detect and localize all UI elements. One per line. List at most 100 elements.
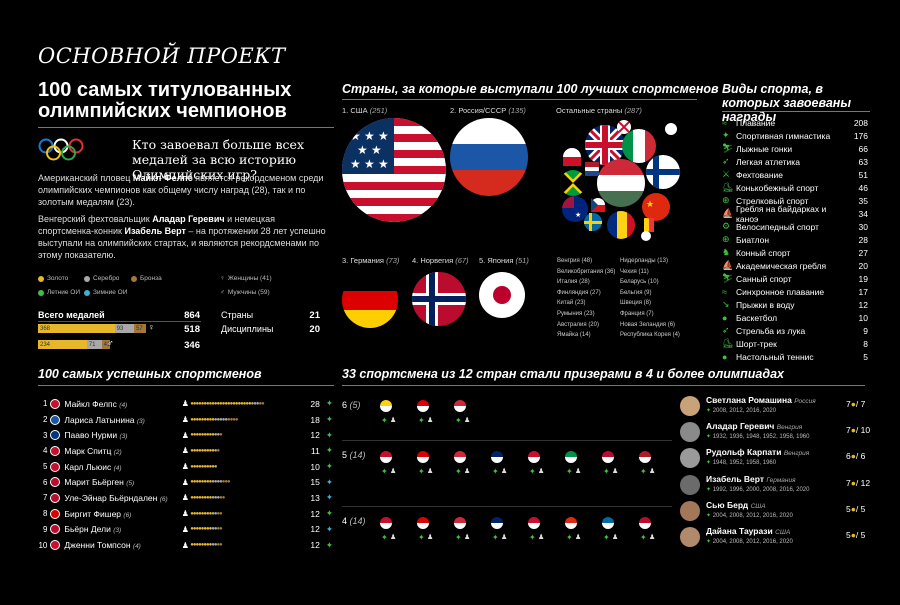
country-flag-icon	[491, 451, 503, 463]
person-icon: ♟	[181, 509, 189, 519]
country-list-item: Великобритания (36)	[557, 268, 616, 275]
athlete-rank: 1	[42, 399, 48, 409]
sport-row: ⛵ Гребля на байдарках и каноэ 34	[722, 204, 868, 224]
country-list-item: Австралия (20)	[557, 321, 599, 328]
gymnastics-icon: ✦	[722, 130, 730, 140]
sport-name: Фехтование	[736, 169, 783, 180]
country-list-item: Китай (23)	[557, 300, 586, 307]
australia-flag-icon: ★	[562, 196, 588, 222]
country-list-item: Ямайка (14)	[557, 332, 591, 339]
card-name: Изабель Верт Германия	[706, 473, 796, 484]
sport-icon: ✦	[455, 416, 462, 425]
athlete-rank: 6	[42, 477, 48, 487]
women-medals-value: 518	[184, 324, 200, 335]
sport-name: Плавание	[736, 117, 776, 128]
gold-medal-icon: ●	[850, 425, 856, 436]
sport-count: 66	[858, 143, 868, 154]
person-icon: ♟	[427, 468, 434, 475]
sport-icon: ✦	[603, 533, 610, 542]
athlete-name: Карл Льюис (4)	[64, 461, 122, 472]
divider	[722, 111, 870, 112]
country-flag-icon	[454, 451, 466, 463]
intro-paragraph-1: Американский пловец Майкл Фелпс является…	[38, 173, 324, 207]
sport-icon: ✦	[706, 460, 712, 467]
country-flag-icon	[639, 451, 651, 463]
medal-count: 12	[310, 524, 320, 535]
country-list-item: Румыния (23)	[557, 310, 595, 317]
card-name: Сью Берд США	[706, 499, 766, 510]
sport-icon: ✦	[529, 467, 536, 476]
countries-label: Страны	[221, 310, 254, 320]
person-icon: ♟	[464, 468, 471, 475]
country-list-item: Финляндия (27)	[557, 289, 601, 296]
sport-row: ⛷ Лыжные гонки 66	[722, 142, 868, 155]
biathlon-icon: ⊕	[722, 234, 730, 244]
person-icon: ♟	[501, 534, 508, 541]
italy-flag-icon	[622, 129, 656, 163]
divider	[342, 440, 672, 441]
card-name: Аладар Геревич Венгрия	[706, 421, 803, 432]
gold-medal-dots: ●●●●●●●●●●	[190, 463, 217, 470]
sport-row: ≈ Плавание 208	[722, 116, 868, 129]
short-track-icon: ⛸	[722, 338, 734, 348]
gold-medal-dots: ●●●●●●●●●●●●●	[190, 494, 225, 501]
sport-count: 208	[853, 117, 868, 128]
athlete-row: 6 Марит Бьёрген (5) ♟ ●●●●●●●●●●●●●●● 15 ✦	[38, 474, 333, 490]
disciplines-label: Дисциплины	[221, 324, 274, 334]
country-list-item: Венгрия (48)	[557, 258, 593, 264]
medal-count: 10	[310, 461, 320, 472]
person-icon: ♟	[181, 493, 189, 503]
person-icon: ♟	[390, 534, 397, 541]
country-flag-icon	[50, 508, 61, 519]
row-4-label: 4 (14)	[342, 516, 366, 526]
medal-bar-men: 234 71 41	[38, 340, 146, 349]
country-flag-icon	[454, 517, 466, 529]
sport-icon: ✦	[381, 533, 388, 542]
synchro-icon: ≈	[722, 286, 727, 297]
countries-value: 21	[309, 310, 320, 321]
athletics-icon: ➶	[722, 156, 730, 166]
woman-icon: ♀	[220, 275, 225, 282]
country-flag-icon	[50, 540, 61, 551]
card-score: 7●/ 7	[846, 399, 866, 409]
sport-name: Легкая атлетика	[736, 156, 800, 167]
other-countries-bubbles: ★ ★	[560, 120, 680, 241]
sport-row: ⛸ Конькобежный спорт 46	[722, 181, 868, 194]
gold-segment: 234	[38, 340, 87, 349]
person-icon: ♟	[181, 430, 189, 440]
card-name: Рудольф Карпати Венгрия	[706, 447, 810, 458]
athlete-card: Сью Берд США ✦ 2004, 2008, 2012, 2016, 20…	[680, 498, 870, 524]
legend-winter: Зимние ОИ	[84, 289, 127, 296]
sport-icon: ✦	[325, 476, 334, 487]
country-list-item: Новая Зеландия (6)	[620, 321, 676, 328]
sport-name: Прыжки в воду	[736, 299, 795, 310]
sport-row: ● Настольный теннис 5	[722, 350, 868, 363]
athlete-card: Дайана Таурази США ✦ 2004, 2008, 2012, 20…	[680, 524, 870, 550]
sport-row: ⚔ Фехтование 51	[722, 168, 868, 181]
country-flag-icon	[50, 398, 61, 409]
avatar	[680, 474, 700, 495]
divider	[38, 321, 201, 322]
gold-medal-icon: ●	[850, 477, 856, 488]
sport-name: Спортивная гимнастика	[736, 130, 831, 141]
sport-count: 51	[858, 169, 868, 180]
svg-text:★: ★	[357, 143, 368, 157]
legend-men: ♂ Мужчины (59)	[220, 289, 270, 296]
person-icon: ♟	[649, 534, 656, 541]
legend-women: ♀ Женщины (41)	[220, 275, 272, 282]
japan-flag-icon	[479, 272, 525, 318]
sport-icon: ✦	[418, 533, 425, 542]
card-years: ✦ 1948, 1952, 1958, 1960	[706, 460, 777, 467]
sport-icon: ✦	[706, 434, 712, 441]
sport-row: ✦ Спортивная гимнастика 176	[722, 129, 868, 142]
athlete-row: 4 Марк Спитц (2) ♟ ●●●●●●●●●●● 11 ✦	[38, 443, 333, 459]
athlete-row: 8 Биргит Фишер (6) ♟ ●●●●●●●●●●●● 12 ✦	[38, 506, 333, 522]
sport-icon: ✦	[640, 467, 647, 476]
country-flag-icon	[50, 445, 61, 456]
legend-bronze: Бронза	[131, 275, 162, 282]
avatar	[680, 527, 700, 547]
athlete-row: 3 Пааво Нурми (3) ♟ ●●●●●●●●●●●● 12 ✦	[38, 427, 333, 443]
sport-name: Настольный теннис	[736, 351, 814, 362]
gold-medal-dots: ●●●●●●●●●●●●	[190, 526, 222, 533]
bronze-segment: 57	[134, 324, 146, 333]
